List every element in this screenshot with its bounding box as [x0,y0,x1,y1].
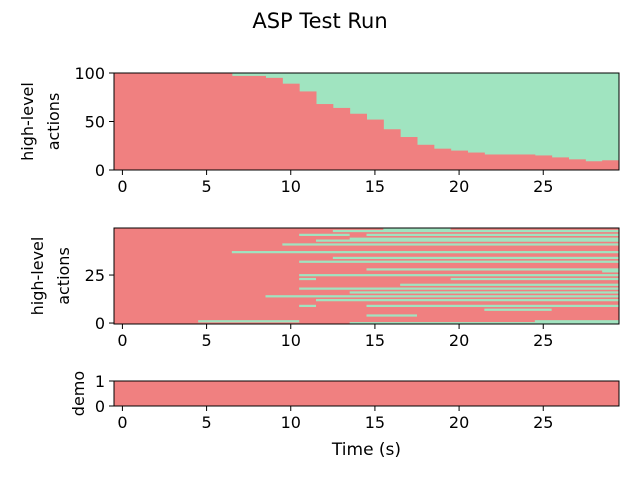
x-tick-label: 15 [365,177,385,196]
fail-bar [534,155,553,170]
x-tick-label: 15 [365,331,385,350]
y-axis-label: high-level actions [18,82,63,161]
success-segment [383,228,451,231]
panel-demo: 0 5 10 15 20 25 0 1 demo Time (s) [69,371,620,460]
fail-bar [332,107,351,170]
y-tick-label: 100 [74,64,105,83]
fail-bar [501,154,519,170]
x-tick-label: 0 [117,331,127,350]
fail-bar [366,119,384,170]
panel-stacked-actions: 0 5 10 15 20 25 0 50 100 high-level actions [18,64,620,196]
success-segment [299,274,619,277]
x-tick-label: 5 [201,331,211,350]
x-axis-label: Time (s) [331,440,401,460]
success-segment [450,277,619,281]
x-tick-label: 25 [533,413,553,432]
success-segment [299,233,350,236]
y-axis-label-line: actions [44,93,63,151]
y-tick-label: 25 [85,266,105,285]
figure-title: ASP Test Run [252,9,387,33]
success-segment [534,320,619,323]
panel-action-matrix: 0 5 10 15 20 25 0 25 high-level actions [28,227,620,350]
plot-frame [113,380,620,407]
success-segment [400,283,619,286]
fail-bar [602,160,620,170]
success-segment [349,237,619,240]
y-tick-label: 0 [95,161,105,180]
success-segment [299,277,316,281]
success-segment [366,304,619,308]
fail-bar [518,154,536,170]
success-segment [366,314,417,317]
y-axis-label: demo [69,371,88,416]
fail-bar [316,104,334,170]
success-segment [332,229,619,233]
y-axis-label-line: demo [69,371,88,416]
y-tick-label: 50 [85,113,105,132]
x-tick-label: 5 [201,177,211,196]
fail-bar [400,137,418,170]
x-tick-label: 15 [365,413,385,432]
y-axis-label: high-level actions [28,237,73,316]
x-tick-label: 10 [281,331,301,350]
x-tick-label: 20 [449,331,469,350]
success-segment [366,233,619,236]
y-axis-label-line: actions [54,247,73,305]
success-segment [265,295,619,298]
y-axis-label-line: high-level [18,82,37,161]
success-segment [349,322,619,325]
fail-bar [349,113,367,170]
fail-bar [282,83,300,170]
x-tick-label: 0 [117,413,127,432]
success-segment [366,268,619,271]
fail-bar [231,75,266,170]
success-segment [282,243,619,246]
success-segment [484,308,552,311]
fail-bar [299,91,317,170]
fail-bar [433,148,452,170]
success-segment [198,320,300,323]
success-segment [332,256,619,260]
success-segment [316,239,619,242]
fail-bar [467,152,485,170]
success-segment [299,287,619,290]
plot-frame [113,227,620,325]
x-tick-label: 0 [117,177,127,196]
success-segment [299,304,316,308]
fail-bar [568,159,586,170]
success-segment [602,270,619,273]
fail-bar [265,77,283,170]
success-segment [316,299,619,302]
fail-bar [585,161,603,170]
x-tick-label: 10 [281,177,301,196]
success-segment [299,260,619,263]
y-tick-label: 0 [95,397,105,416]
y-axis-label-line: high-level [28,237,47,316]
x-tick-label: 25 [533,177,553,196]
fail-bar [417,144,435,170]
fail-bar [484,154,502,170]
fail-bar [551,157,569,170]
x-tick-label: 25 [533,331,553,350]
y-tick-label: 0 [95,314,105,333]
fail-bar [450,150,468,170]
success-segment [231,251,620,254]
x-tick-label: 10 [281,413,301,432]
x-tick-label: 5 [201,413,211,432]
fail-bar [114,73,233,170]
demo-fill [114,381,619,406]
x-tick-label: 20 [449,177,469,196]
success-segment [349,291,619,294]
x-tick-label: 20 [449,413,469,432]
fail-bar [383,129,401,170]
y-tick-label: 1 [95,372,105,391]
